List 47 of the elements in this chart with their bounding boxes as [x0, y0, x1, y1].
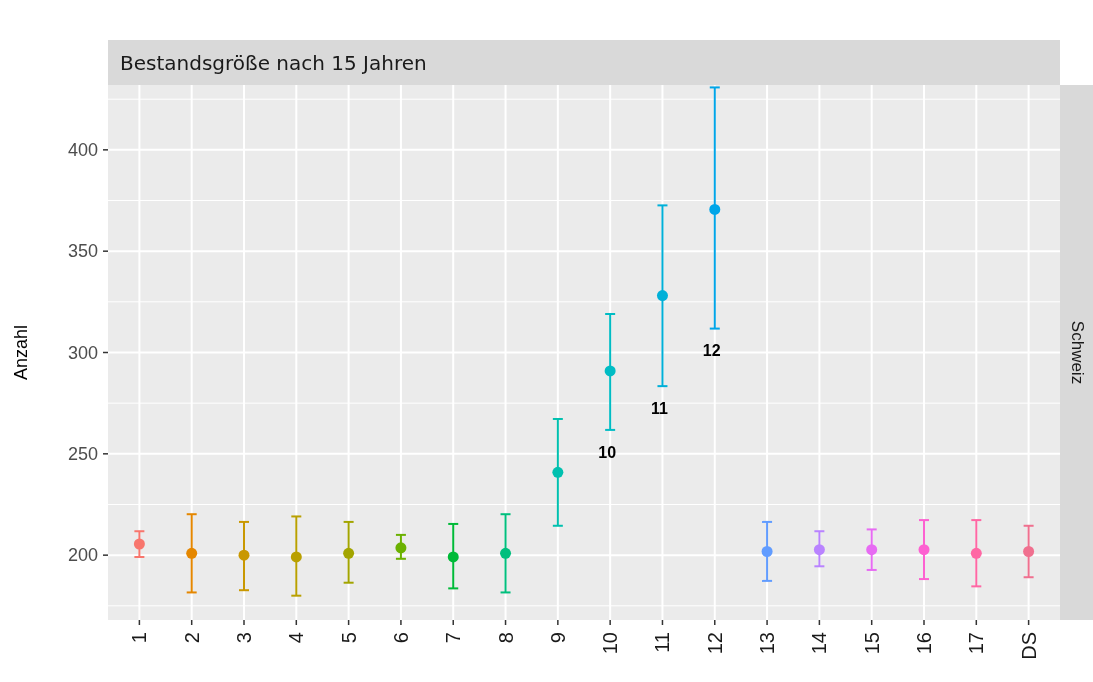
x-tick-label: 13 [756, 632, 779, 655]
text: Schweiz [1068, 320, 1087, 385]
x-tick-label: 14 [808, 632, 831, 655]
point [186, 547, 198, 559]
point [918, 544, 930, 556]
point [970, 547, 982, 559]
y-tick-label: 400 [67, 140, 98, 161]
point [813, 544, 825, 556]
annotation: 11 [651, 399, 669, 417]
point [447, 551, 459, 563]
point [709, 203, 721, 215]
point [604, 365, 616, 377]
x-tick-label: 9 [546, 632, 569, 644]
chart-title: Bestandsgröße nach 15 Jahren [120, 51, 427, 75]
x-tick-label: 3 [233, 632, 255, 644]
point [395, 542, 407, 554]
x-tick-label: DS [1017, 632, 1040, 660]
x-tick-label: 10 [599, 632, 622, 655]
point [552, 466, 564, 478]
x-tick-label: 4 [285, 632, 308, 644]
point [238, 549, 250, 561]
x-tick-label: 8 [494, 632, 517, 644]
point [290, 551, 302, 563]
point [761, 546, 773, 557]
x-tick-label: 15 [860, 632, 883, 655]
y-tick-label: 300 [67, 342, 98, 363]
point [343, 547, 355, 559]
x-tick-label: 2 [180, 632, 203, 644]
x-tick-label: 7 [442, 632, 465, 644]
y-tick-label: 250 [67, 444, 98, 465]
point [133, 538, 145, 550]
y-axis-title: Anzahl [11, 324, 31, 381]
point [500, 547, 512, 559]
annotation: 12 [702, 342, 721, 360]
y-tick-label: 350 [67, 241, 98, 262]
x-tick-label: 1 [128, 632, 151, 644]
x-tick-label: 11 [651, 632, 674, 653]
x-tick-label: 12 [703, 632, 726, 655]
y-tick-label: 200 [67, 545, 98, 566]
annotation: 10 [598, 443, 617, 461]
x-tick-label: 6 [389, 632, 412, 644]
x-tick-label: 17 [965, 632, 988, 655]
x-tick-label: 16 [913, 632, 935, 655]
x-tick-label: 5 [337, 632, 360, 644]
point [1023, 546, 1035, 557]
point [866, 544, 878, 556]
point [656, 290, 668, 302]
